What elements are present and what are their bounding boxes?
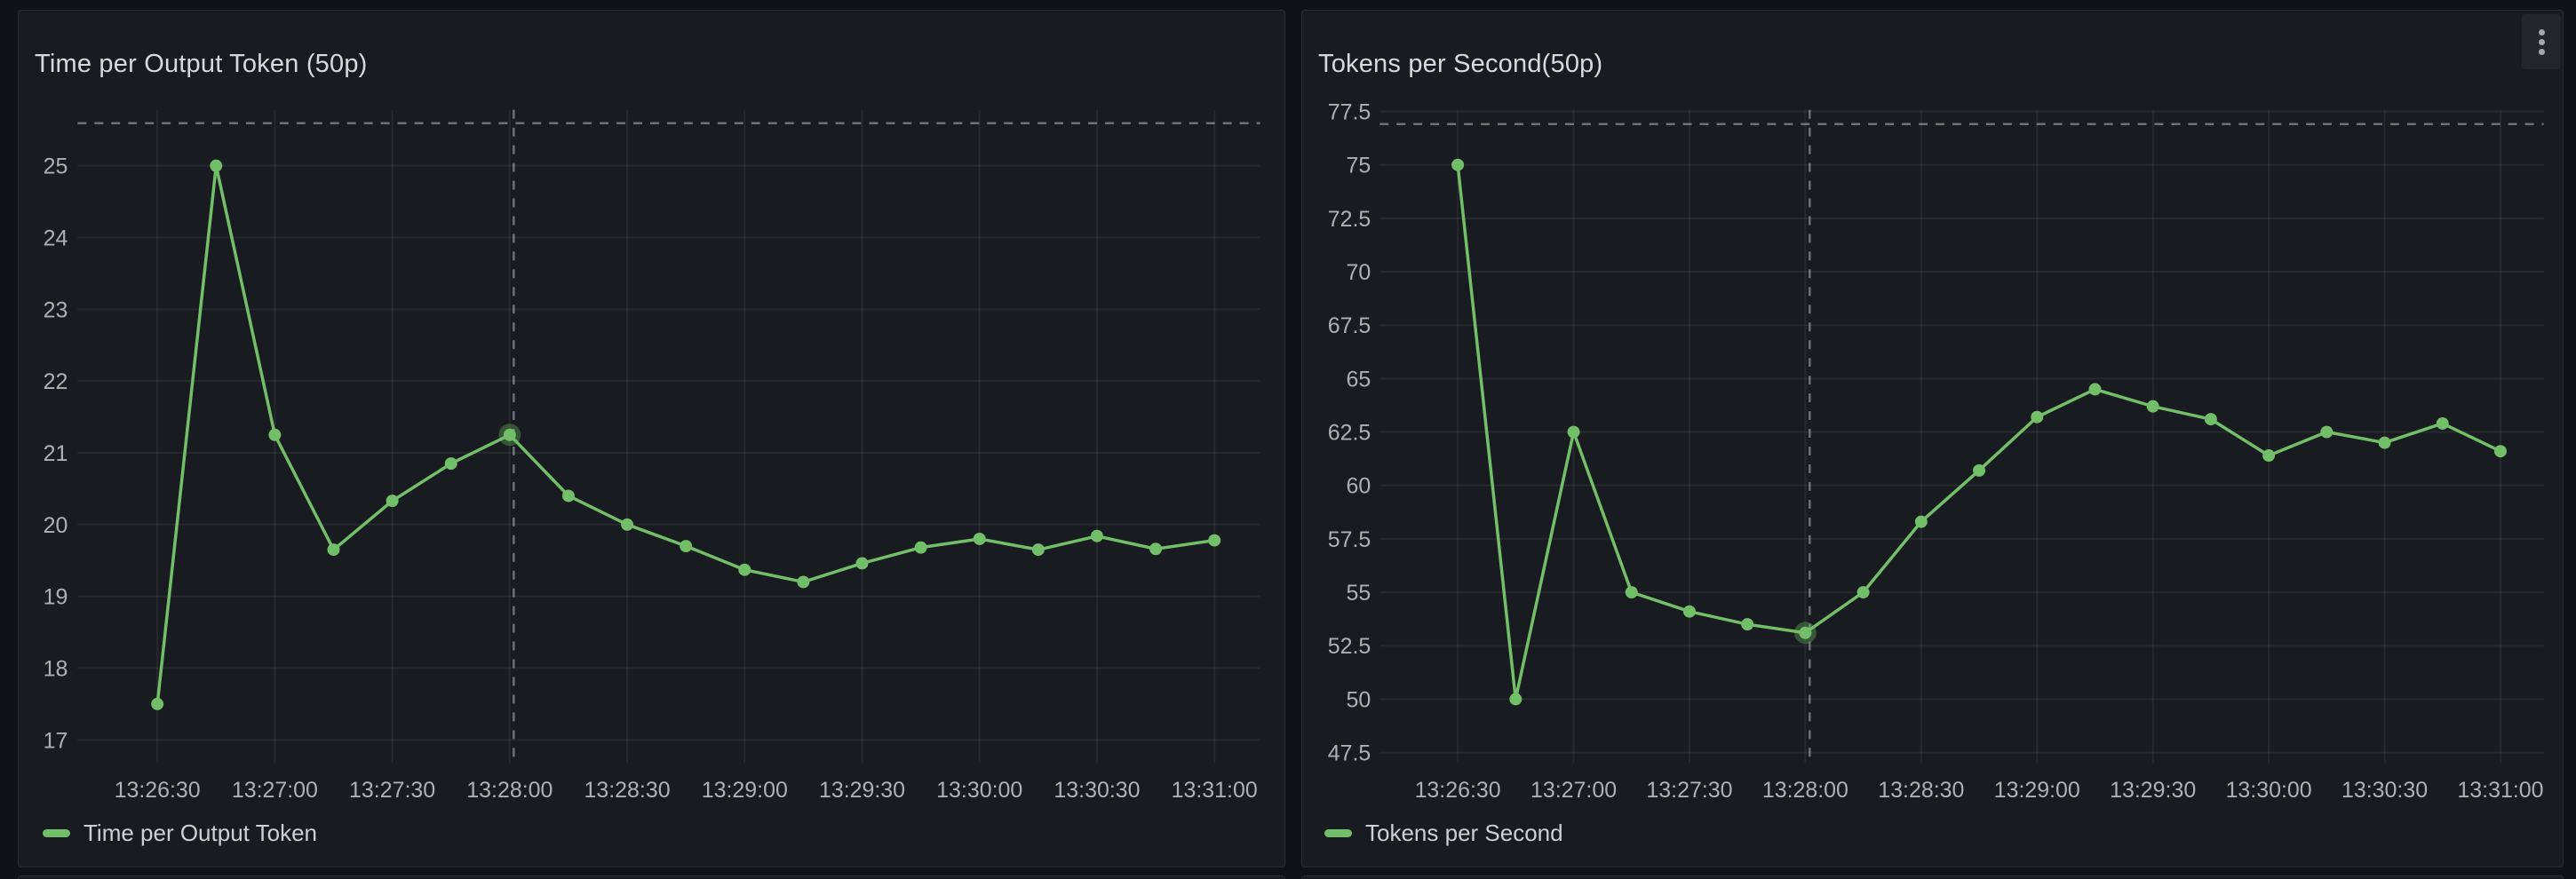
data-point[interactable] (1509, 693, 1523, 706)
data-point[interactable] (2436, 416, 2449, 430)
data-point[interactable] (1625, 586, 1638, 599)
data-point[interactable] (1682, 605, 1696, 618)
data-point[interactable] (1567, 425, 1580, 439)
y-axis-tick-label: 47.5 (1328, 741, 1371, 766)
data-point[interactable] (2204, 413, 2217, 426)
x-axis-tick-label: 13:28:00 (1762, 778, 1849, 803)
next-row-panel-edge (1301, 875, 2564, 879)
data-point[interactable] (1973, 463, 1986, 477)
y-axis-tick-label: 70 (1347, 260, 1371, 285)
time-series-chart[interactable]: 17 18 19 20 21 22 23 24 25 13:26:30 13:27:00 13:27:… (19, 11, 1284, 867)
legend-series-marker (43, 829, 70, 837)
panel-tokens-per-second: Tokens per Second(50p) 47.5 50 52.5 55 57.5 6… (1301, 10, 2564, 867)
data-point[interactable] (2031, 410, 2044, 424)
data-point[interactable] (327, 543, 340, 557)
legend: Tokens per Second (1324, 820, 1563, 847)
data-point[interactable] (621, 518, 634, 531)
x-axis-tick-label: 13:29:00 (702, 778, 788, 803)
data-point[interactable] (444, 457, 457, 471)
legend: Time per Output Token (43, 820, 317, 847)
y-axis-tick-label: 55 (1347, 581, 1371, 606)
data-point[interactable] (2262, 449, 2276, 463)
data-point[interactable] (2378, 436, 2391, 449)
x-axis-tick-label: 13:27:30 (349, 778, 435, 803)
y-axis-tick-label: 24 (44, 226, 68, 250)
legend-series-label[interactable]: Time per Output Token (83, 820, 318, 846)
x-axis-tick-label: 13:29:30 (2110, 778, 2196, 803)
y-axis-tick-label: 18 (44, 656, 68, 681)
data-point[interactable] (2493, 445, 2507, 458)
x-axis-tick-label: 13:30:00 (936, 778, 1022, 803)
data-point[interactable] (2320, 425, 2334, 439)
x-axis-tick-label: 13:27:00 (1530, 778, 1617, 803)
data-point[interactable] (973, 532, 986, 545)
x-axis-tick-label: 13:30:30 (2341, 778, 2428, 803)
panel-time-per-output-token: Time per Output Token (50p) 17 18 19 20 21 22… (18, 10, 1285, 867)
y-axis-tick-label: 21 (44, 441, 68, 466)
data-point[interactable] (210, 159, 223, 172)
hovered-data-point[interactable] (503, 428, 516, 441)
legend-series-label[interactable]: Tokens per Second (1365, 820, 1563, 846)
y-axis-tick-label: 72.5 (1328, 207, 1371, 232)
x-axis-tick-label: 13:28:30 (584, 778, 671, 803)
x-axis-tick-label: 13:27:30 (1646, 778, 1732, 803)
data-point[interactable] (1208, 534, 1221, 547)
panel-title: Tokens per Second(50p) (1318, 50, 1603, 79)
data-point[interactable] (1914, 515, 1928, 528)
y-axis-tick-label: 25 (44, 154, 68, 179)
y-axis-tick-label: 23 (44, 297, 68, 322)
data-point[interactable] (2146, 400, 2159, 413)
x-axis-tick-label: 13:30:30 (1053, 778, 1140, 803)
panel-menu-button[interactable] (2522, 14, 2561, 69)
data-point[interactable] (1090, 529, 1103, 542)
data-point[interactable] (1149, 542, 1163, 556)
x-axis-tick-label: 13:29:00 (1994, 778, 2080, 803)
y-axis-tick-label: 67.5 (1328, 313, 1371, 338)
data-point[interactable] (680, 540, 693, 553)
y-axis-tick-label: 50 (1347, 687, 1371, 712)
data-point[interactable] (561, 489, 575, 503)
x-axis-tick-label: 13:26:30 (1415, 778, 1501, 803)
data-point[interactable] (1451, 158, 1465, 171)
y-axis-tick-label: 65 (1347, 367, 1371, 392)
data-point[interactable] (914, 541, 927, 554)
x-axis-tick-label: 13:28:30 (1878, 778, 1964, 803)
data-point[interactable] (386, 495, 399, 508)
hovered-data-point[interactable] (1799, 626, 1812, 639)
time-series-chart[interactable]: 47.5 50 52.5 55 57.5 60 62.5 65 67.5 70 72.5 75 77.5… (1302, 11, 2563, 867)
data-point[interactable] (1741, 618, 1754, 631)
y-axis-tick-label: 77.5 (1328, 100, 1371, 125)
data-point[interactable] (2088, 383, 2102, 396)
legend-series-marker (1324, 829, 1352, 837)
data-point[interactable] (855, 557, 869, 570)
x-axis-tick-label: 13:30:00 (2226, 778, 2312, 803)
y-axis-tick-label: 62.5 (1328, 421, 1371, 446)
data-point[interactable] (738, 563, 751, 576)
y-axis-tick-label: 19 (44, 585, 68, 610)
panel-title: Time per Output Token (50p) (35, 50, 368, 79)
data-point[interactable] (1031, 543, 1045, 557)
x-axis-tick-label: 13:31:00 (1172, 778, 1258, 803)
x-axis-tick-label: 13:29:30 (819, 778, 905, 803)
x-axis-tick-label: 13:26:30 (115, 778, 201, 803)
series-line (155, 163, 1216, 706)
data-point[interactable] (1856, 586, 1870, 599)
data-point[interactable] (797, 575, 810, 589)
y-axis-tick-label: 52.5 (1328, 634, 1371, 659)
x-axis-tick-label: 13:27:00 (232, 778, 318, 803)
data-point[interactable] (151, 697, 164, 710)
data-point[interactable] (268, 428, 282, 441)
y-axis-tick-label: 17 (44, 728, 68, 753)
next-row-panel-edge (18, 875, 1285, 879)
y-axis-tick-label: 75 (1347, 154, 1371, 178)
x-axis-tick-label: 13:28:00 (466, 778, 553, 803)
y-axis-tick-label: 22 (44, 369, 68, 394)
y-axis-tick-label: 57.5 (1328, 527, 1371, 552)
y-axis-tick-label: 60 (1347, 474, 1371, 499)
y-axis-tick-label: 20 (44, 513, 68, 538)
x-axis-tick-label: 13:31:00 (2457, 778, 2543, 803)
